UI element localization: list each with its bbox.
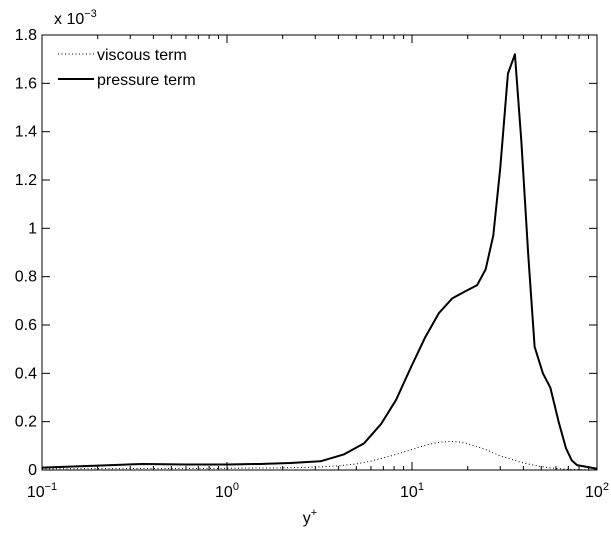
axis-ticks	[41, 34, 598, 471]
y-axis-multiplier: x 10−3	[54, 8, 97, 28]
y-multiplier-base: x 10	[54, 11, 84, 28]
y-tick-label: 1.6	[15, 75, 37, 92]
y-tick-label: 0	[28, 462, 37, 479]
legend-label-pressure: pressure term	[97, 72, 196, 89]
x-tick-label: 102	[585, 481, 609, 501]
plot-lines	[41, 53, 598, 471]
x-axis-label-superscript: +	[311, 507, 317, 519]
y-tick-label: 1.8	[15, 27, 37, 44]
x-axis-label: y+	[303, 507, 317, 527]
y-tick-label: 1.4	[15, 124, 37, 141]
legend: viscous term pressure term	[58, 47, 196, 89]
x-tick-label: 101	[400, 481, 424, 501]
x-tick-label: 10−1	[27, 481, 57, 501]
x-axis-label-base: y	[303, 510, 311, 527]
legend-label-viscous: viscous term	[97, 47, 187, 64]
y-tick-label: 0.8	[15, 269, 37, 286]
x-tick-label: 100	[215, 481, 239, 501]
y-multiplier-exponent: −3	[84, 8, 97, 20]
y-tick-label: 0.4	[15, 365, 37, 382]
y-tick-label: 1	[28, 220, 37, 237]
plot-frame	[41, 34, 598, 471]
y-tick-label: 0.2	[15, 414, 37, 431]
tick-labels: 0 0.2 0.4 0.6 0.8 1 1.2 1.4 1.6 1.8 10−1 100 101 102	[15, 27, 609, 501]
y-tick-label: 0.6	[15, 317, 37, 334]
series-line-pressure-term	[41, 53, 598, 470]
y-tick-label: 1.2	[15, 172, 37, 189]
